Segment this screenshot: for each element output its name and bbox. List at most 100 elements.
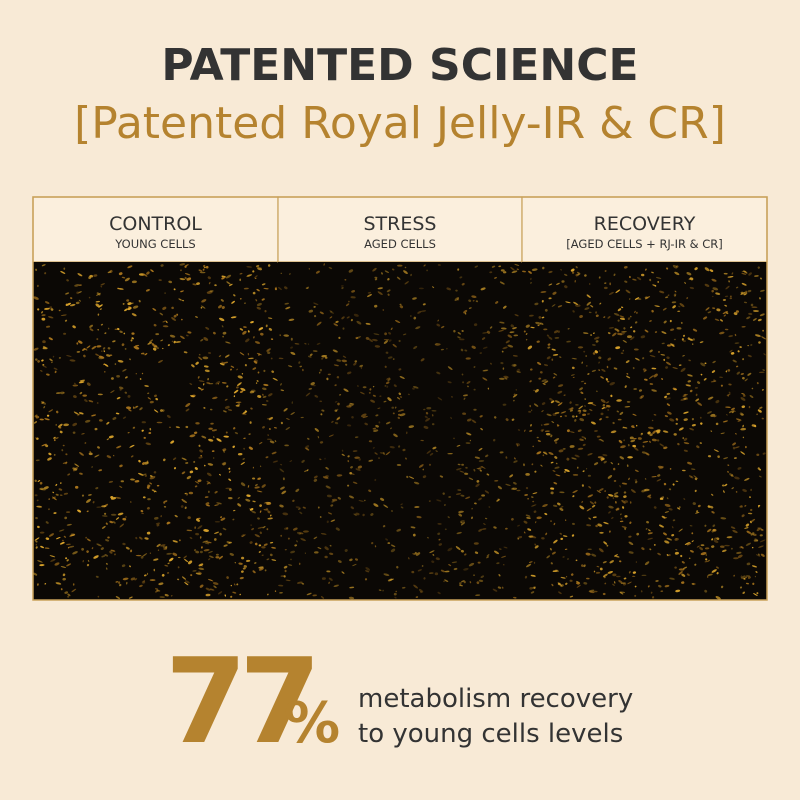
cell xyxy=(582,443,586,447)
cell xyxy=(199,550,203,554)
cell xyxy=(740,575,743,579)
cell xyxy=(479,352,483,354)
cell xyxy=(57,423,63,428)
cell xyxy=(476,581,480,585)
cell xyxy=(283,565,288,569)
cell xyxy=(594,501,597,504)
cell xyxy=(437,263,441,267)
cell xyxy=(89,328,94,332)
cell xyxy=(159,312,164,316)
cell xyxy=(175,341,181,343)
cell xyxy=(268,393,273,397)
cell xyxy=(262,426,265,429)
cell xyxy=(742,424,744,428)
cell xyxy=(236,386,239,389)
cell xyxy=(262,395,267,398)
cell xyxy=(500,269,505,272)
cell xyxy=(239,278,242,282)
cell xyxy=(240,387,246,391)
cell xyxy=(349,402,355,405)
cell xyxy=(227,409,233,411)
cell xyxy=(86,510,89,513)
cell xyxy=(147,342,152,345)
cell xyxy=(101,350,103,353)
cell xyxy=(672,264,678,269)
cell xyxy=(684,542,691,545)
cell xyxy=(60,391,65,395)
cell xyxy=(244,364,248,367)
cell xyxy=(593,570,596,573)
cell xyxy=(118,583,122,587)
cell xyxy=(493,526,497,529)
cell xyxy=(416,515,422,519)
cell xyxy=(570,374,575,376)
cell xyxy=(160,264,164,267)
cell xyxy=(230,584,233,587)
cell xyxy=(221,462,226,466)
cell xyxy=(279,591,283,594)
cell xyxy=(203,464,206,467)
cell xyxy=(621,330,627,333)
cell xyxy=(119,523,125,528)
cell xyxy=(644,329,649,333)
cell xyxy=(139,407,143,411)
cell xyxy=(648,426,654,430)
cell xyxy=(97,595,100,598)
cell xyxy=(549,547,552,551)
cell xyxy=(589,408,593,412)
cell xyxy=(619,520,624,523)
cell xyxy=(659,290,665,294)
cell xyxy=(666,537,673,541)
cell xyxy=(419,287,424,290)
cell xyxy=(237,403,241,406)
cell xyxy=(205,541,212,544)
cell xyxy=(622,349,625,352)
cell xyxy=(643,488,650,492)
cell xyxy=(160,409,163,412)
cell xyxy=(126,299,130,302)
panel-subtitle: YOUNG CELLS xyxy=(114,237,195,251)
cell xyxy=(758,475,762,478)
cell xyxy=(580,391,584,394)
cell xyxy=(697,381,701,384)
cell xyxy=(505,340,510,344)
cell xyxy=(756,453,760,457)
cell xyxy=(307,343,310,345)
cell xyxy=(196,282,200,285)
cell xyxy=(621,525,627,529)
cell xyxy=(326,570,331,573)
cell xyxy=(75,301,80,305)
cell xyxy=(563,470,566,474)
cell xyxy=(619,332,625,336)
cell xyxy=(726,536,733,539)
cell xyxy=(197,479,202,483)
cell xyxy=(336,474,343,477)
cell xyxy=(571,366,575,370)
cell xyxy=(243,565,247,568)
cell xyxy=(751,546,754,549)
cell xyxy=(524,494,528,496)
cell xyxy=(543,364,549,367)
cell xyxy=(646,520,650,524)
cell xyxy=(131,332,135,335)
cell xyxy=(127,307,132,311)
cell xyxy=(397,264,403,267)
cell xyxy=(761,336,766,340)
cell xyxy=(310,382,315,386)
cell xyxy=(432,286,435,289)
cell xyxy=(217,383,220,385)
cell xyxy=(100,547,104,550)
cell xyxy=(599,567,603,571)
cell xyxy=(425,411,429,415)
cell xyxy=(155,397,159,401)
cell xyxy=(88,400,94,403)
cell xyxy=(72,431,76,434)
cell xyxy=(319,441,324,444)
cell xyxy=(353,362,357,366)
cell xyxy=(456,531,462,535)
cell xyxy=(763,353,766,356)
cell xyxy=(209,290,214,292)
cell xyxy=(745,575,750,577)
cell xyxy=(289,272,291,276)
cell xyxy=(613,273,616,277)
